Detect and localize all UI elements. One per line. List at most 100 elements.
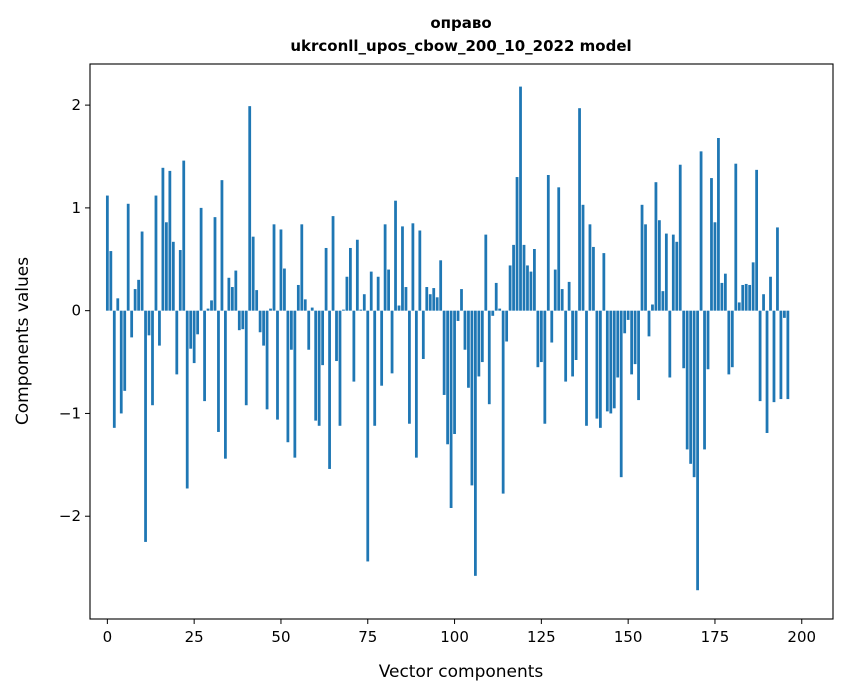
y-tick-label: 2 [71, 96, 81, 114]
bar-132 [564, 310, 568, 382]
bar-31 [213, 217, 217, 311]
bar-191 [769, 276, 772, 311]
bar-113 [498, 308, 502, 311]
bar-134 [571, 310, 574, 377]
bar-130 [557, 187, 561, 311]
bar-109 [484, 234, 488, 311]
bar-137 [581, 204, 585, 311]
bar-99 [449, 310, 453, 508]
bar-188 [758, 310, 762, 402]
bar-126 [543, 310, 547, 424]
bar-179 [727, 310, 731, 375]
bar-23 [185, 310, 189, 489]
bar-108 [480, 310, 484, 363]
bar-131 [560, 289, 564, 311]
bar-172 [703, 310, 706, 450]
bar-110 [487, 310, 491, 405]
bar-28 [203, 310, 206, 402]
bar-175 [713, 222, 717, 311]
bar-75 [366, 310, 370, 562]
bar-87 [408, 310, 411, 424]
bar-18 [168, 170, 172, 311]
bar-112 [494, 282, 498, 311]
bar-136 [578, 108, 581, 311]
bar-114 [501, 310, 505, 494]
bar-170 [696, 310, 699, 591]
bar-20 [175, 310, 179, 375]
bar-187 [755, 169, 759, 311]
bar-100 [453, 310, 456, 434]
bar-21 [178, 250, 182, 311]
bar-95 [435, 297, 439, 311]
bar-138 [585, 310, 588, 426]
bar-178 [723, 273, 727, 311]
bars-group [105, 86, 790, 591]
bar-151 [630, 310, 634, 375]
bar-51 [283, 268, 286, 311]
bar-96 [439, 260, 443, 311]
bar-140 [592, 246, 595, 311]
bar-86 [404, 287, 408, 311]
bar-98 [446, 310, 449, 445]
bar-85 [401, 226, 404, 311]
bar-14 [154, 195, 158, 311]
bar-133 [567, 281, 571, 311]
bar-156 [647, 310, 651, 337]
bar-127 [546, 175, 550, 311]
bar-40 [244, 310, 248, 406]
bar-67 [338, 310, 342, 426]
bar-25 [192, 310, 196, 364]
bar-72 [355, 239, 359, 311]
bar-111 [491, 310, 495, 316]
bar-94 [432, 288, 436, 311]
bar-143 [602, 253, 606, 311]
bar-195 [783, 310, 786, 318]
bar-65 [331, 216, 335, 311]
bar-158 [654, 182, 658, 311]
bar-49 [276, 310, 279, 420]
bar-145 [609, 310, 613, 414]
x-tick-label: 175 [701, 628, 730, 646]
bar-105 [470, 310, 474, 486]
bar-154 [640, 204, 644, 311]
bar-169 [692, 310, 696, 478]
bar-149 [623, 310, 627, 334]
bar-43 [255, 290, 259, 311]
bar-0 [105, 195, 109, 311]
bar-101 [456, 310, 460, 321]
bar-176 [717, 138, 720, 311]
bar-125 [539, 310, 543, 363]
bar-181 [734, 163, 738, 311]
y-tick-label: −2 [59, 507, 81, 525]
bar-63 [324, 247, 328, 311]
bar-168 [689, 310, 693, 464]
bar-50 [279, 229, 283, 311]
bar-77 [373, 310, 377, 426]
bar-45 [262, 310, 265, 346]
bar-32 [217, 310, 220, 432]
x-tick-label: 0 [103, 628, 113, 646]
bar-4 [119, 310, 123, 414]
bar-88 [411, 223, 415, 311]
bar-12 [147, 310, 151, 336]
bar-70 [349, 247, 352, 311]
bar-165 [678, 164, 682, 311]
bar-33 [220, 180, 224, 311]
bar-104 [467, 310, 470, 388]
bar-44 [258, 310, 262, 333]
bar-13 [151, 310, 154, 406]
bar-118 [515, 177, 519, 311]
bar-91 [421, 310, 425, 359]
bar-83 [394, 200, 397, 311]
bar-107 [477, 310, 481, 377]
y-tick-label: 1 [71, 199, 81, 217]
bar-117 [512, 244, 515, 311]
bar-69 [345, 276, 349, 311]
bar-164 [675, 241, 679, 311]
bar-152 [633, 310, 637, 365]
bar-24 [189, 310, 193, 349]
bar-61 [317, 310, 321, 426]
bar-123 [533, 249, 536, 311]
bar-153 [637, 310, 640, 401]
bar-97 [442, 310, 446, 395]
